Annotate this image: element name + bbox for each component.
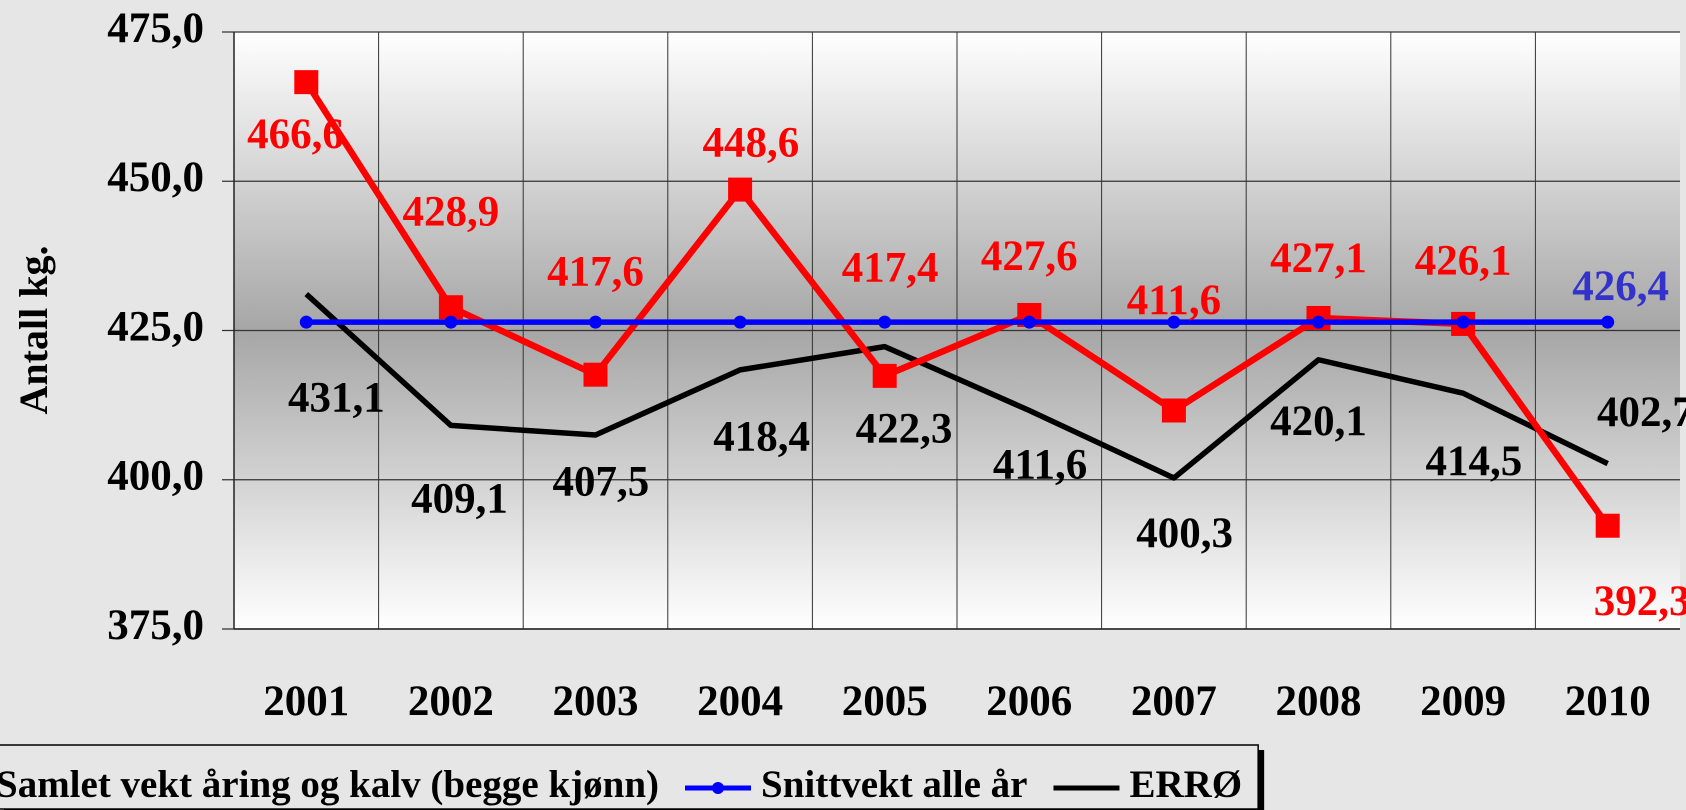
x-tick-label: 2005 xyxy=(842,678,928,725)
y-axis-label: Antall kg. xyxy=(11,246,56,415)
marker xyxy=(299,315,313,329)
marker xyxy=(878,315,892,329)
legend-marker xyxy=(712,782,724,794)
marker xyxy=(728,177,753,202)
x-tick-label: 2006 xyxy=(986,678,1072,725)
data-label: 426,1 xyxy=(1415,238,1512,285)
data-label: 466,6 xyxy=(247,111,344,158)
x-tick-label: 2008 xyxy=(1276,678,1362,725)
data-label: 414,5 xyxy=(1425,438,1522,485)
data-label: 417,4 xyxy=(842,244,939,291)
y-tick-label: 400,0 xyxy=(107,453,204,500)
y-tick-label: 425,0 xyxy=(107,303,204,350)
x-tick-label: 2001 xyxy=(263,678,349,725)
data-label: 392,3 xyxy=(1594,578,1686,625)
legend-box xyxy=(0,744,1259,810)
marker xyxy=(733,315,747,329)
marker xyxy=(1601,315,1615,329)
x-tick-label: 2003 xyxy=(553,678,639,725)
marker xyxy=(1167,315,1181,329)
x-tick-label: 2007 xyxy=(1131,678,1217,725)
data-label: 428,9 xyxy=(403,189,500,236)
marker xyxy=(444,315,458,329)
marker xyxy=(1161,398,1186,423)
data-label: 400,3 xyxy=(1136,510,1233,557)
data-label: 417,6 xyxy=(547,249,644,296)
data-label: 420,1 xyxy=(1270,398,1367,445)
legend-label: ERRØ xyxy=(1129,763,1242,806)
data-label: 426,4 xyxy=(1572,263,1669,310)
data-label: 422,3 xyxy=(856,406,953,453)
marker xyxy=(1022,315,1036,329)
data-label: 427,1 xyxy=(1270,235,1367,282)
data-label: 431,1 xyxy=(288,374,385,421)
marker xyxy=(583,362,608,387)
x-tick-label: 2004 xyxy=(697,678,783,725)
data-label: 411,6 xyxy=(1127,277,1221,324)
y-tick-label: 450,0 xyxy=(107,154,204,201)
marker xyxy=(872,363,897,388)
legend-label: Snittvekt alle år xyxy=(761,763,1027,806)
y-tick-label: 475,0 xyxy=(107,5,204,52)
marker xyxy=(438,295,463,320)
marker xyxy=(589,315,602,329)
data-label: 411,6 xyxy=(993,441,1087,488)
x-tick-label: 2002 xyxy=(408,678,494,725)
data-label: 448,6 xyxy=(702,119,799,166)
data-label: 427,6 xyxy=(981,233,1078,280)
data-label: 409,1 xyxy=(411,476,508,523)
data-label: 418,4 xyxy=(713,414,810,461)
x-tick-label: 2010 xyxy=(1565,678,1651,725)
legend: Samlet vekt åring og kalv (begge kjønn) S… xyxy=(0,744,1265,810)
marker xyxy=(1595,513,1620,538)
marker xyxy=(1312,315,1325,329)
x-tick-label: 2009 xyxy=(1420,678,1506,725)
data-label: 402,7 xyxy=(1597,389,1686,436)
marker xyxy=(1456,315,1470,329)
data-label: 407,5 xyxy=(553,458,650,505)
marker xyxy=(294,70,319,95)
y-tick-label: 375,0 xyxy=(107,602,204,649)
legend-label: Samlet vekt åring og kalv (begge kjønn) xyxy=(0,763,659,806)
series-line xyxy=(304,292,1609,481)
